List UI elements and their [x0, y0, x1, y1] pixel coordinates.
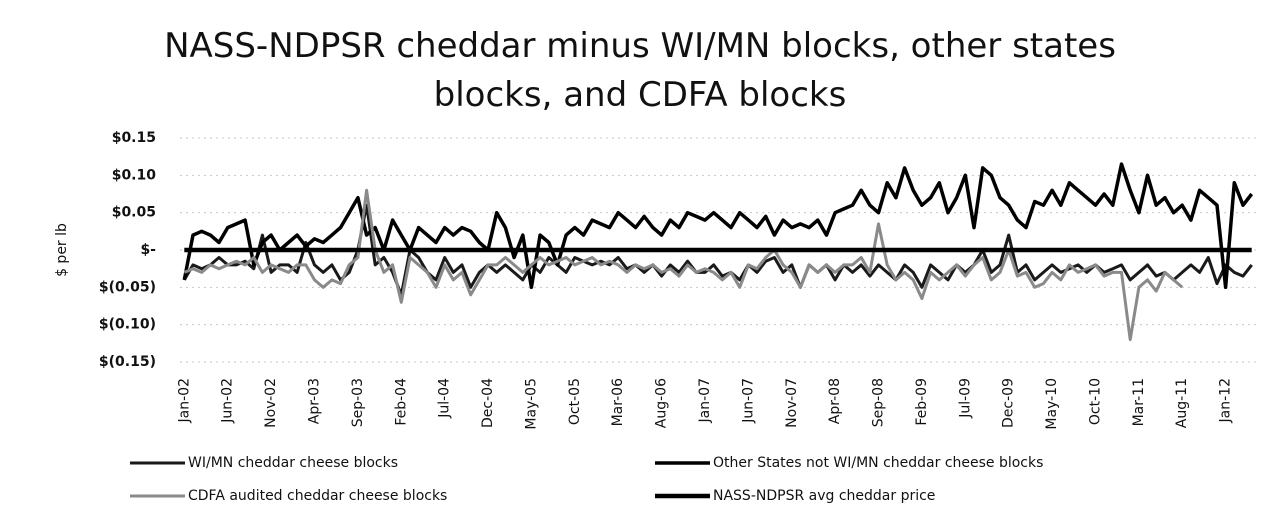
y-tick-label: $(0.15)	[99, 354, 156, 370]
legend-label: NASS-NDPSR avg cheddar price	[713, 488, 935, 504]
x-tick-label: Jun-02	[220, 378, 236, 424]
x-tick-label: Nov-02	[263, 378, 279, 428]
x-tick-label: Apr-03	[307, 378, 323, 424]
x-tick-label: Jan-12	[1218, 378, 1234, 423]
x-tick-label: Jul-04	[437, 378, 453, 419]
x-tick-label: Oct-10	[1087, 378, 1103, 425]
y-tick-label: $-	[140, 242, 156, 258]
legend-label: Other States not WI/MN cheddar cheese bl…	[713, 455, 1043, 471]
y-tick-label: $0.15	[112, 130, 156, 146]
x-tick-label: Apr-08	[827, 378, 843, 424]
x-tick-label: May-05	[523, 378, 539, 430]
x-tick-label: Feb-09	[914, 378, 930, 426]
y-tick-label: $(0.10)	[99, 317, 156, 333]
legend-label: WI/MN cheddar cheese blocks	[188, 455, 398, 471]
series-line	[183, 188, 1184, 342]
chart-title: NASS-NDPSR cheddar minus WI/MN blocks, o…	[164, 26, 1116, 115]
x-tick-label: Sep-08	[871, 378, 887, 427]
x-tick-label: Jun-07	[740, 378, 756, 424]
x-tick-label: Dec-04	[480, 378, 496, 428]
x-tick-label: Oct-05	[567, 378, 583, 425]
y-axis-label: $ per lb	[54, 223, 70, 277]
x-tick-label: Aug-11	[1174, 378, 1190, 428]
x-tick-label: Sep-03	[350, 378, 366, 427]
x-tick-label: Mar-11	[1131, 378, 1147, 426]
x-tick-label: Jan-07	[697, 378, 713, 423]
x-tick-label: Aug-06	[654, 378, 670, 428]
x-tick-label: May-10	[1044, 378, 1060, 430]
x-tick-label: Jul-09	[957, 378, 973, 419]
y-tick-label: $0.05	[112, 205, 156, 221]
y-tick-label: $(0.05)	[99, 279, 156, 295]
x-tick-label: Jan-02	[176, 378, 192, 423]
x-tick-label: Dec-09	[1001, 378, 1017, 428]
x-tick-label: Nov-07	[784, 378, 800, 428]
y-tick-label: $0.10	[112, 167, 157, 183]
legend-label: CDFA audited cheddar cheese blocks	[188, 488, 447, 504]
x-tick-label: Feb-04	[393, 378, 409, 426]
x-tick-label: Mar-06	[610, 378, 626, 426]
